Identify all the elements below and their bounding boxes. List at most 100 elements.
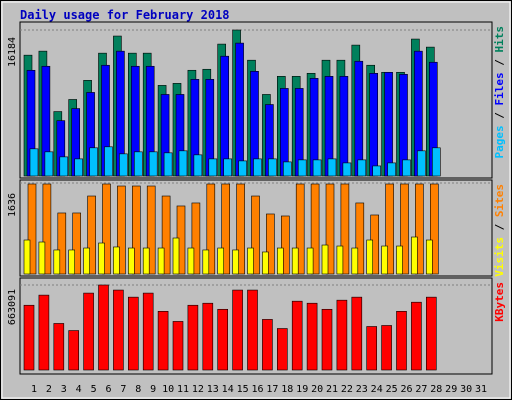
bar [384, 72, 393, 177]
bar [247, 289, 258, 371]
x-tick-label: 17 [266, 384, 278, 395]
bar [134, 151, 143, 177]
bar [132, 185, 141, 275]
bar [193, 154, 203, 177]
bar [113, 289, 124, 371]
bar [238, 160, 247, 177]
bar [306, 247, 314, 275]
legend-separator: / [493, 106, 506, 126]
bar [291, 300, 303, 371]
bar [87, 195, 96, 275]
bar [223, 158, 232, 177]
x-tick-label: 4 [76, 384, 82, 395]
bar [206, 183, 216, 275]
bar [321, 308, 333, 371]
bar [312, 159, 322, 177]
bar [128, 247, 135, 275]
x-tick-label: 20 [311, 384, 323, 395]
bar [38, 241, 46, 275]
bar [208, 158, 218, 177]
x-tick-label: 23 [356, 384, 368, 395]
bar [68, 249, 75, 275]
bar [268, 158, 277, 177]
bar [366, 326, 378, 371]
x-tick-label: 19 [296, 384, 308, 395]
legend: Visits / Sites [493, 184, 506, 277]
bar [23, 239, 31, 275]
bar [425, 296, 437, 371]
x-tick-label: 13 [207, 384, 219, 395]
bar [280, 215, 290, 275]
bar [148, 151, 158, 177]
bar [253, 158, 262, 177]
x-tick-label: 26 [400, 384, 412, 395]
x-tick-label: 9 [150, 384, 156, 395]
bar [72, 212, 81, 275]
legend: KBytes [493, 282, 506, 322]
bar [232, 289, 243, 371]
x-tick-label: 5 [91, 384, 97, 395]
bar [355, 202, 365, 275]
bar [425, 239, 433, 275]
bar [68, 330, 79, 371]
legend: Pages / Files / Hits [493, 26, 506, 159]
bar [354, 60, 364, 177]
bar [142, 292, 154, 371]
bar [217, 308, 228, 371]
legend-entry: Hits [493, 26, 506, 53]
bar [89, 147, 98, 177]
bar [202, 249, 210, 275]
x-tick-label: 12 [192, 384, 204, 395]
bar [339, 76, 349, 177]
bar [172, 321, 184, 371]
x-tick-label: 3 [61, 384, 67, 395]
bar [400, 183, 409, 275]
bar [262, 251, 269, 275]
bar [266, 213, 275, 275]
x-tick-label: 31 [475, 384, 487, 395]
bar [53, 323, 65, 371]
bar [74, 158, 83, 177]
bar [220, 55, 229, 177]
bar [385, 183, 394, 275]
bar [342, 162, 352, 177]
bar [53, 249, 61, 275]
bar [247, 247, 254, 275]
bar [429, 183, 439, 275]
legend-entry: KBytes [493, 282, 506, 322]
y-tick-label: 1636 [7, 193, 18, 217]
x-tick-label: 22 [341, 384, 353, 395]
bar [146, 185, 156, 275]
x-tick-label: 7 [120, 384, 126, 395]
bar [157, 311, 169, 371]
bar [366, 239, 374, 275]
bar [310, 183, 320, 275]
bar [142, 247, 150, 275]
bar [27, 183, 37, 275]
bar [402, 159, 411, 177]
bar [178, 150, 188, 177]
bar [357, 159, 367, 177]
x-tick-label: 2 [46, 384, 52, 395]
bar [187, 304, 199, 371]
bar [411, 301, 422, 371]
x-tick-label: 1 [31, 384, 37, 395]
bar [336, 245, 344, 275]
x-tick-label: 11 [177, 384, 189, 395]
bar [235, 42, 244, 177]
legend-separator: / [493, 217, 506, 237]
bar [42, 183, 52, 275]
legend-entry: Files [493, 72, 506, 105]
bar [104, 146, 113, 177]
x-tick-label: 8 [135, 384, 141, 395]
bar [191, 202, 201, 275]
bar [417, 150, 426, 177]
bar [325, 183, 335, 275]
y-tick-label: 663091 [7, 289, 18, 325]
bar [117, 185, 126, 275]
x-tick-label: 30 [460, 384, 472, 395]
bar [119, 153, 128, 177]
y-tick-label: 16184 [7, 37, 18, 67]
bar [83, 247, 90, 275]
